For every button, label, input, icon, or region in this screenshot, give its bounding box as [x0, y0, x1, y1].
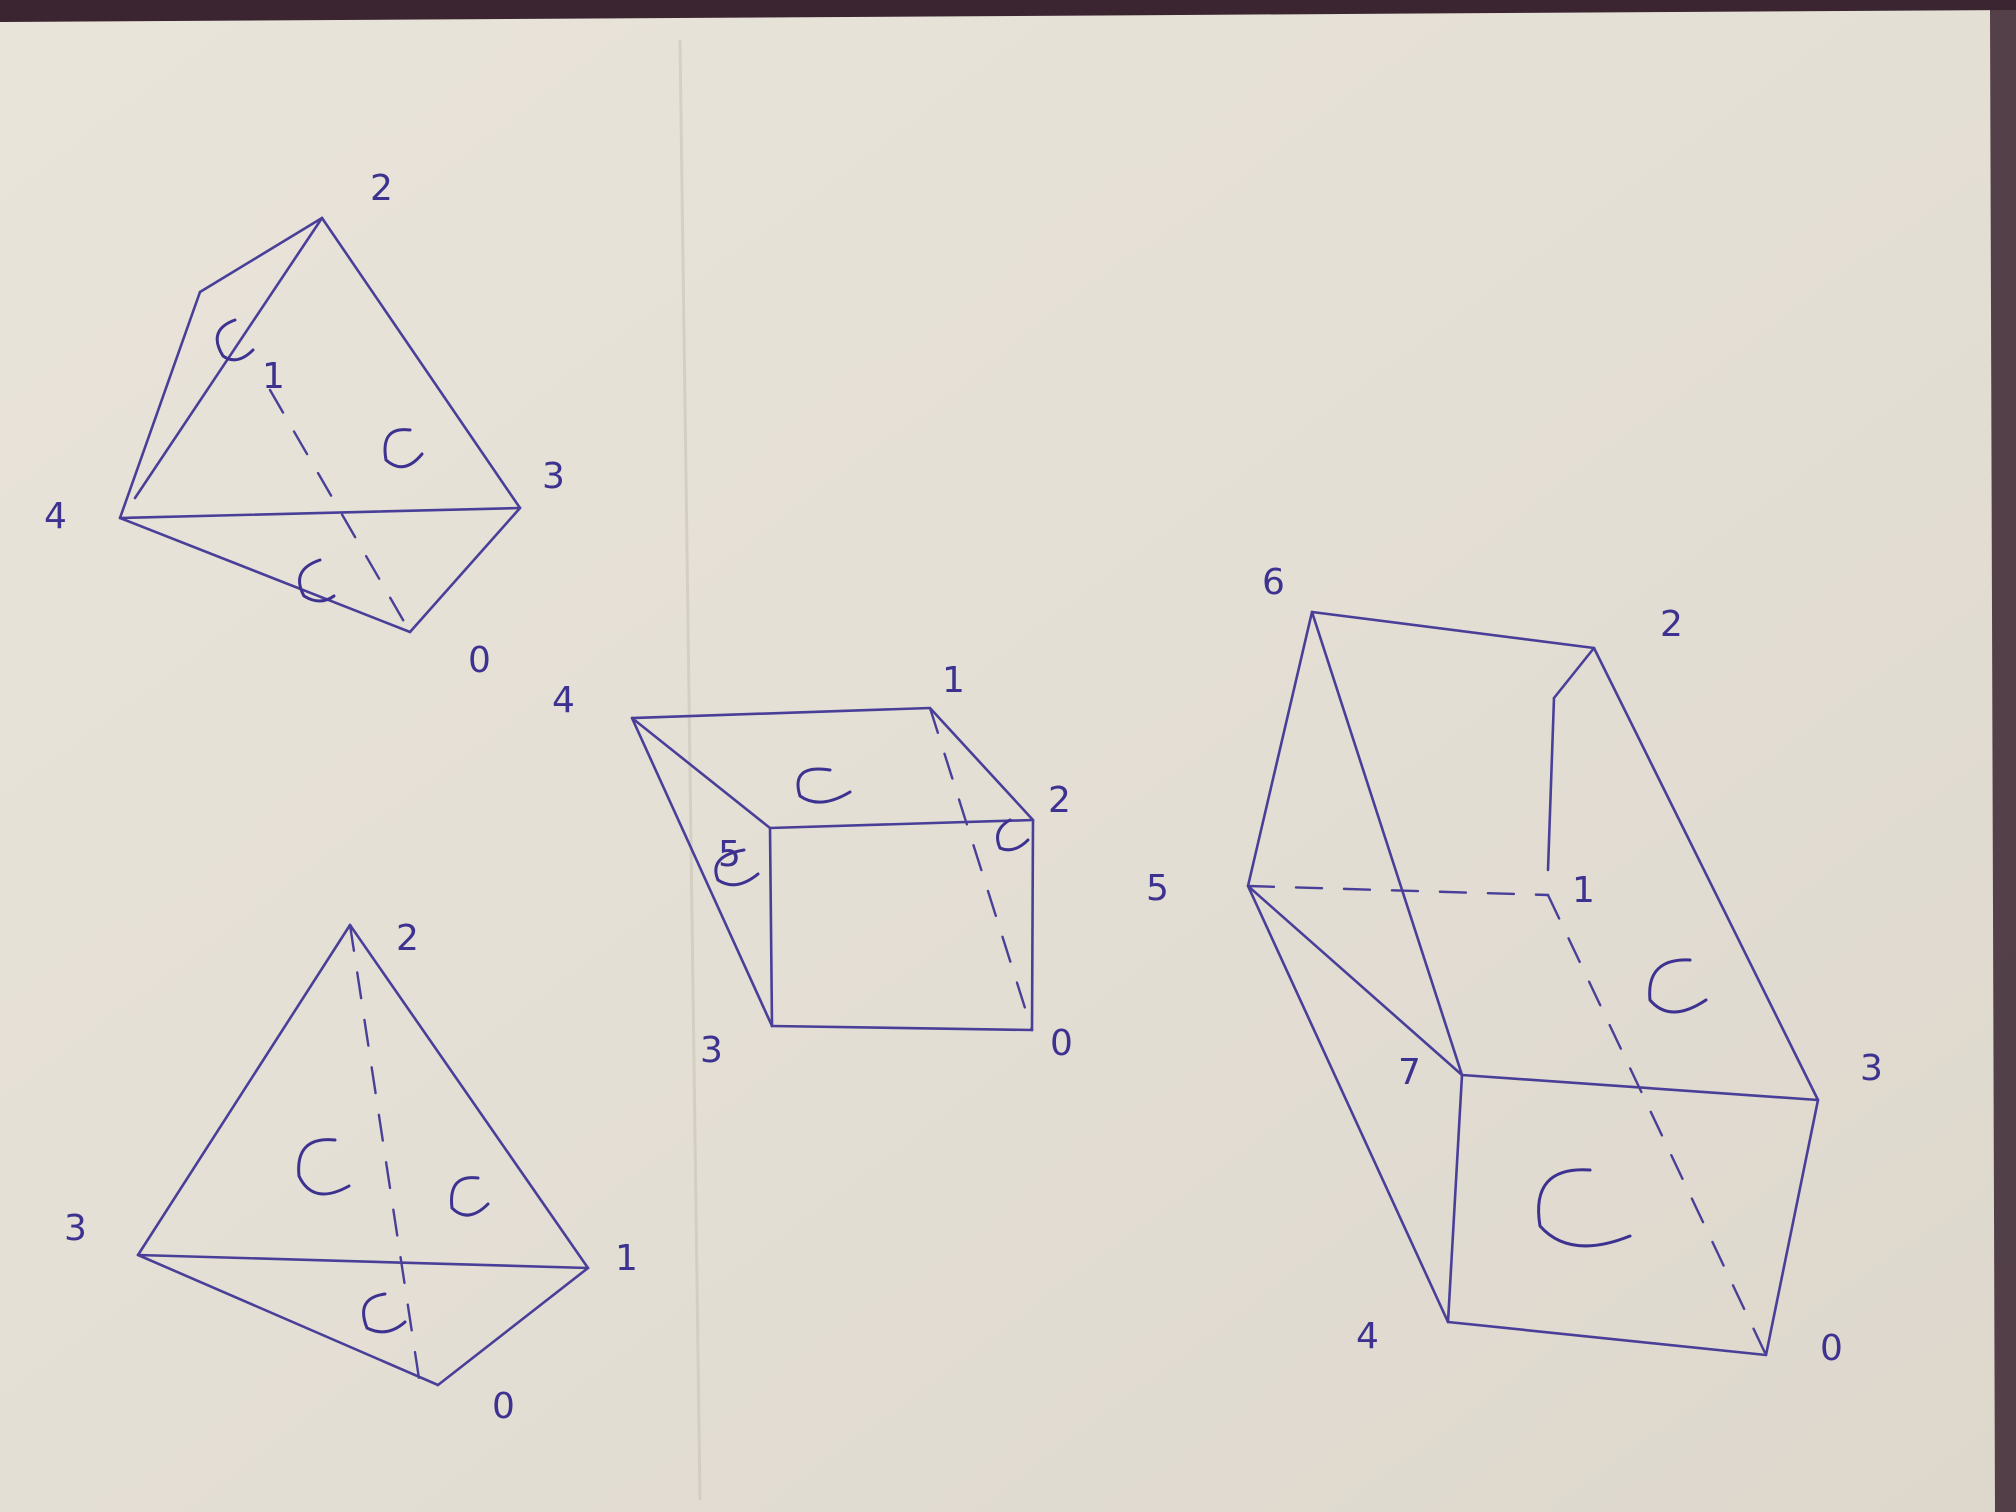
- vertex-label: 7: [1398, 1052, 1421, 1093]
- prism-large-edges: [1246, 610, 1820, 1357]
- vertex-label: 3: [64, 1208, 87, 1249]
- rotation-arrow-icons: [714, 767, 1030, 887]
- vertex-label: 4: [552, 680, 575, 721]
- tetrahedron-top-sketch: 0 1 2 3 4: [44, 168, 565, 681]
- rotation-arrow-icons: [297, 1138, 490, 1334]
- rotation-arrow-icons: [1537, 958, 1708, 1248]
- tetrahedron-bottom-sketch: 0 1 2 3: [64, 918, 638, 1427]
- vertex-label: 0: [468, 640, 491, 681]
- paper-fold: [678, 39, 702, 1501]
- vertex-label: 2: [1660, 604, 1683, 645]
- vertex-label: 5: [718, 834, 741, 875]
- vertex-label: 4: [1356, 1316, 1379, 1357]
- vertex-label: 3: [542, 456, 565, 497]
- cube-small-sketch: 0 1 2 3 4 5: [552, 660, 1073, 1071]
- rotation-arrow-icons: [215, 318, 424, 603]
- backdrop-edge: [1990, 10, 2016, 1512]
- vertex-label: 1: [262, 356, 285, 397]
- vertex-label: 4: [44, 496, 67, 537]
- vertex-label: 3: [700, 1030, 723, 1071]
- paper-sheet: [0, 10, 2016, 1512]
- cube-small-edges: [630, 706, 1035, 1032]
- vertex-label: 1: [1572, 870, 1595, 911]
- vertex-label: 2: [396, 918, 419, 959]
- vertex-label: 1: [942, 660, 965, 701]
- vertex-label: 1: [615, 1238, 638, 1279]
- prism-large-sketch: 0 1 2 3 4 5 6 7: [1146, 562, 1883, 1369]
- vertex-label: 0: [1050, 1023, 1073, 1064]
- vertex-label: 6: [1262, 562, 1285, 603]
- vertex-label: 3: [1860, 1048, 1883, 1089]
- vertex-label: 2: [1048, 780, 1071, 821]
- vertex-label: 0: [1820, 1328, 1843, 1369]
- vertex-label: 2: [370, 168, 393, 209]
- vertex-label: 0: [492, 1386, 515, 1427]
- tetrahedron-bottom-edges: [136, 923, 590, 1387]
- vertex-label: 5: [1146, 868, 1169, 909]
